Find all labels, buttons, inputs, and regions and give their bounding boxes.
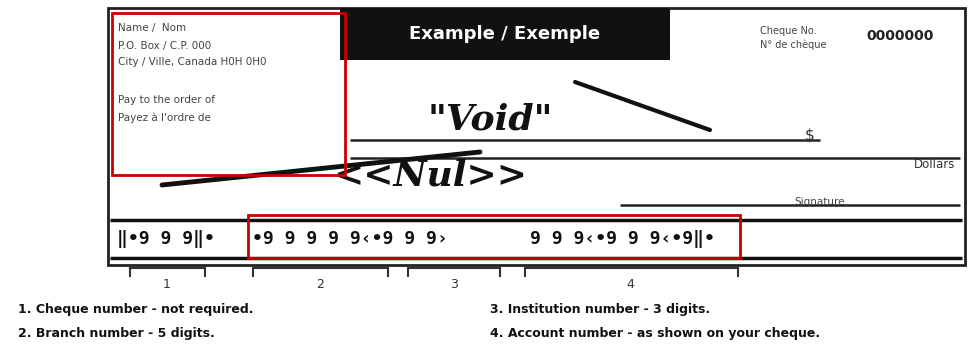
Text: Dollars: Dollars bbox=[914, 159, 955, 171]
Text: Signature: Signature bbox=[795, 197, 845, 207]
Text: Name /  Nom: Name / Nom bbox=[118, 23, 186, 33]
Text: 4: 4 bbox=[626, 278, 634, 291]
Bar bbox=[112, 13, 345, 175]
Text: City / Ville, Canada H0H 0H0: City / Ville, Canada H0H 0H0 bbox=[118, 57, 266, 67]
Text: 2. Branch number - 5 digits.: 2. Branch number - 5 digits. bbox=[18, 326, 214, 339]
Text: 9 9 9‹•9 9 9‹•9‖•: 9 9 9‹•9 9 9‹•9‖• bbox=[530, 230, 715, 248]
Text: Example / Exemple: Example / Exemple bbox=[410, 25, 601, 43]
Text: Payez à l'ordre de: Payez à l'ordre de bbox=[118, 113, 211, 123]
Text: P.O. Box / C.P. 000: P.O. Box / C.P. 000 bbox=[118, 41, 212, 51]
Text: 3. Institution number - 3 digits.: 3. Institution number - 3 digits. bbox=[490, 303, 710, 317]
Text: 4. Account number - as shown on your cheque.: 4. Account number - as shown on your che… bbox=[490, 326, 820, 339]
Text: <<Nul>>: <<Nul>> bbox=[333, 158, 527, 192]
Text: •9 9 9 9 9‹•9 9 9›: •9 9 9 9 9‹•9 9 9› bbox=[252, 230, 448, 248]
Text: 1. Cheque number - not required.: 1. Cheque number - not required. bbox=[18, 303, 254, 317]
Text: 0000000: 0000000 bbox=[867, 29, 934, 43]
Bar bbox=[340, 8, 670, 60]
Text: Pay to the order of: Pay to the order of bbox=[118, 95, 215, 105]
Text: ‖•9 9 9‖•: ‖•9 9 9‖• bbox=[117, 230, 214, 248]
Bar bbox=[108, 8, 965, 265]
Text: 3: 3 bbox=[450, 278, 458, 291]
Bar bbox=[248, 215, 740, 258]
Text: 2: 2 bbox=[316, 278, 324, 291]
Text: Cheque No.
N° de chèque: Cheque No. N° de chèque bbox=[760, 26, 827, 50]
Text: 1: 1 bbox=[163, 278, 171, 291]
Text: "Void": "Void" bbox=[427, 103, 553, 137]
Text: $: $ bbox=[805, 127, 815, 143]
